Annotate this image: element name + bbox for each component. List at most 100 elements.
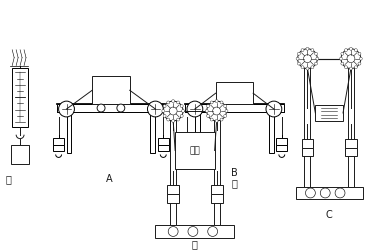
Text: C: C bbox=[326, 210, 333, 220]
Bar bbox=[185, 104, 284, 112]
Circle shape bbox=[180, 105, 183, 108]
Text: 甲: 甲 bbox=[5, 174, 11, 184]
Circle shape bbox=[349, 47, 352, 50]
Bar bbox=[345, 139, 357, 147]
Circle shape bbox=[177, 118, 180, 121]
Bar bbox=[167, 194, 179, 203]
Bar bbox=[158, 145, 169, 151]
Bar bbox=[302, 139, 313, 147]
Circle shape bbox=[59, 101, 74, 117]
Circle shape bbox=[224, 114, 227, 117]
Text: A: A bbox=[106, 174, 112, 184]
Circle shape bbox=[311, 66, 314, 69]
Bar bbox=[195, 112, 200, 153]
Bar bbox=[182, 145, 192, 151]
Circle shape bbox=[298, 49, 317, 69]
Bar bbox=[302, 147, 313, 156]
Circle shape bbox=[359, 57, 362, 60]
Circle shape bbox=[220, 118, 223, 121]
Bar bbox=[276, 138, 287, 145]
Bar bbox=[11, 145, 29, 164]
Circle shape bbox=[306, 67, 309, 70]
Circle shape bbox=[207, 101, 227, 121]
Bar bbox=[345, 147, 357, 156]
Circle shape bbox=[147, 101, 163, 117]
Circle shape bbox=[349, 67, 352, 70]
Bar bbox=[170, 111, 176, 225]
Circle shape bbox=[215, 100, 218, 103]
Bar bbox=[53, 138, 64, 145]
Circle shape bbox=[225, 110, 228, 112]
Bar bbox=[12, 68, 28, 127]
Circle shape bbox=[341, 49, 361, 69]
Circle shape bbox=[315, 62, 317, 65]
Circle shape bbox=[163, 105, 166, 108]
Circle shape bbox=[358, 62, 361, 65]
Circle shape bbox=[320, 188, 330, 198]
Circle shape bbox=[162, 110, 165, 112]
Circle shape bbox=[220, 101, 223, 104]
Circle shape bbox=[306, 47, 309, 50]
Bar bbox=[158, 138, 169, 145]
Circle shape bbox=[167, 118, 170, 121]
Circle shape bbox=[341, 62, 344, 65]
Circle shape bbox=[215, 119, 218, 122]
Text: 卡片: 卡片 bbox=[189, 146, 200, 155]
Circle shape bbox=[298, 62, 300, 65]
Bar bbox=[57, 104, 165, 112]
Bar bbox=[276, 145, 287, 151]
Bar bbox=[216, 82, 253, 104]
Bar bbox=[150, 112, 155, 153]
Bar bbox=[315, 105, 343, 121]
Circle shape bbox=[206, 114, 209, 117]
Circle shape bbox=[206, 105, 209, 108]
Circle shape bbox=[172, 119, 174, 122]
Circle shape bbox=[315, 52, 317, 55]
Circle shape bbox=[296, 57, 299, 60]
Circle shape bbox=[168, 227, 178, 236]
Circle shape bbox=[355, 49, 357, 52]
Circle shape bbox=[358, 52, 361, 55]
Bar bbox=[214, 111, 219, 225]
Text: 丙: 丙 bbox=[192, 239, 198, 249]
Circle shape bbox=[301, 66, 304, 69]
Circle shape bbox=[210, 118, 213, 121]
Circle shape bbox=[187, 101, 203, 117]
Circle shape bbox=[208, 227, 218, 236]
Bar bbox=[155, 225, 234, 238]
Circle shape bbox=[311, 49, 314, 52]
Bar bbox=[211, 194, 222, 203]
Circle shape bbox=[341, 52, 344, 55]
Bar bbox=[211, 185, 222, 194]
Circle shape bbox=[355, 66, 357, 69]
Circle shape bbox=[182, 110, 185, 112]
Circle shape bbox=[344, 49, 347, 52]
Circle shape bbox=[180, 114, 183, 117]
Bar bbox=[348, 59, 354, 187]
Circle shape bbox=[210, 101, 213, 104]
Bar bbox=[92, 76, 130, 104]
Circle shape bbox=[335, 188, 345, 198]
Bar bbox=[182, 138, 192, 145]
Circle shape bbox=[301, 49, 304, 52]
Circle shape bbox=[117, 104, 125, 112]
Bar bbox=[305, 59, 310, 187]
Circle shape bbox=[167, 101, 170, 104]
Circle shape bbox=[344, 66, 347, 69]
Circle shape bbox=[163, 101, 183, 121]
Circle shape bbox=[177, 101, 180, 104]
Circle shape bbox=[205, 110, 208, 112]
Bar bbox=[53, 145, 64, 151]
Bar bbox=[269, 112, 274, 153]
Text: B: B bbox=[231, 168, 238, 178]
Circle shape bbox=[224, 105, 227, 108]
Circle shape bbox=[340, 57, 343, 60]
Bar bbox=[175, 132, 215, 169]
Circle shape bbox=[172, 100, 174, 103]
Circle shape bbox=[305, 188, 315, 198]
Circle shape bbox=[163, 114, 166, 117]
Bar bbox=[67, 112, 71, 153]
Circle shape bbox=[298, 52, 300, 55]
Bar bbox=[296, 187, 363, 199]
Circle shape bbox=[316, 57, 319, 60]
